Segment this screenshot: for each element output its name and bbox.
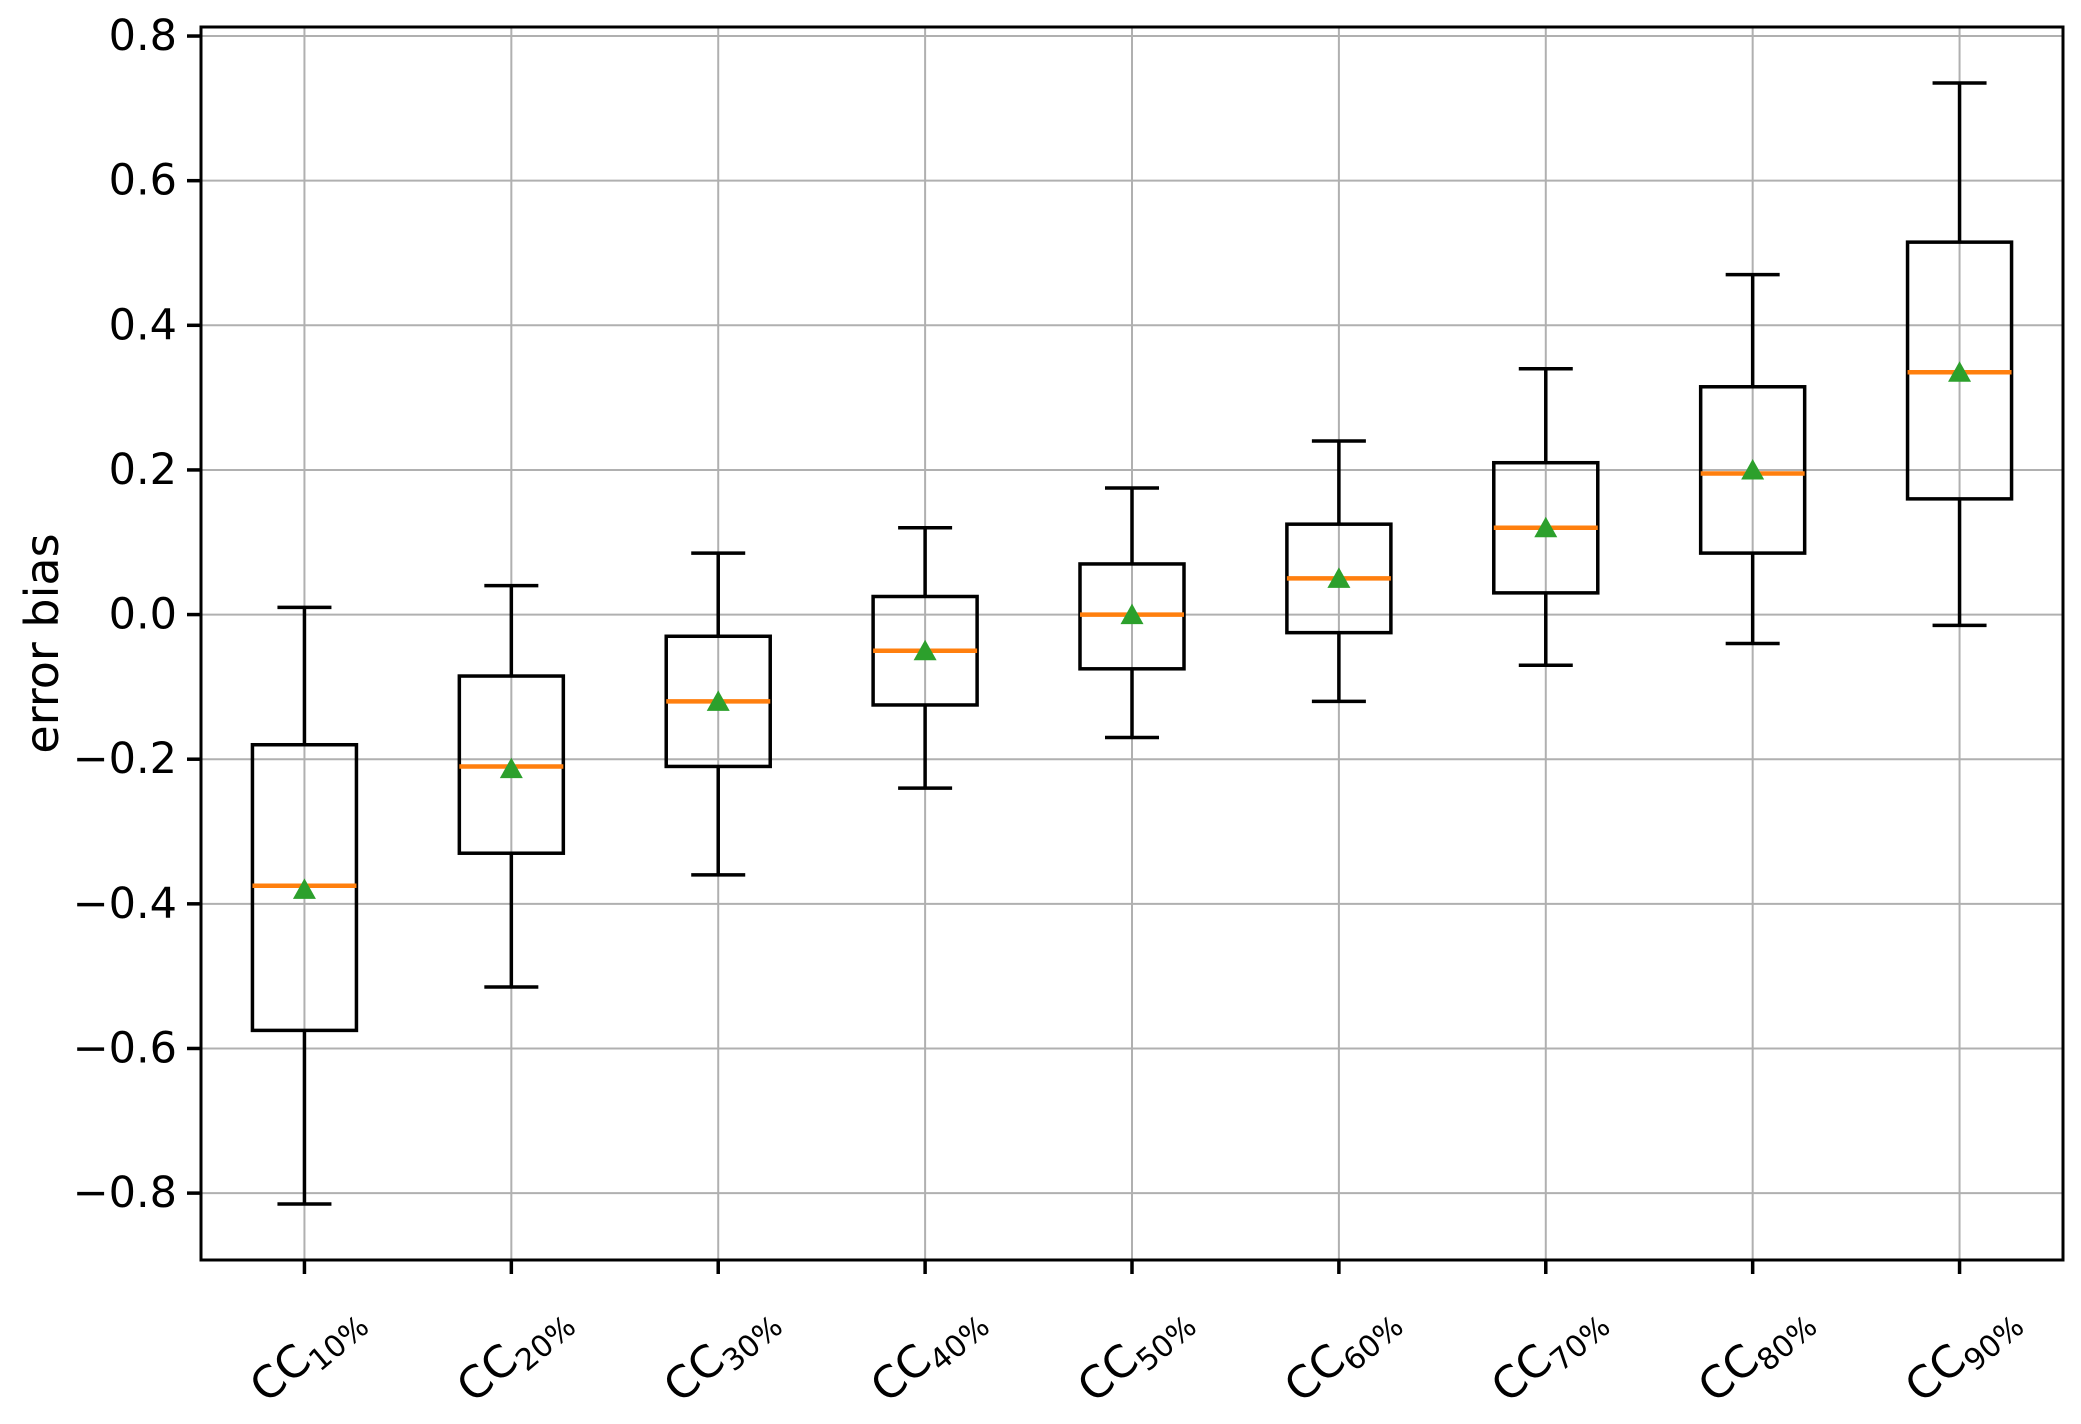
y-tick-label: −0.4 <box>73 879 177 929</box>
y-tick-label: −0.6 <box>73 1023 177 1073</box>
mean-marker <box>913 639 937 661</box>
y-tick-label: 0.2 <box>109 445 177 495</box>
mean-marker <box>706 690 730 711</box>
mean-marker <box>292 878 316 899</box>
iqr-box <box>1698 385 1807 555</box>
mean-marker <box>1741 458 1765 480</box>
y-tick-label: 0.8 <box>109 11 177 61</box>
mean-marker <box>499 757 523 779</box>
mean-marker <box>1948 361 1972 382</box>
y-tick-label: 0.0 <box>109 590 177 640</box>
y-tick-label: 0.4 <box>109 300 177 350</box>
y-tick-label: 0.6 <box>109 156 177 206</box>
y-tick-label: −0.8 <box>73 1168 177 1218</box>
y-axis-label: error bias <box>15 533 69 753</box>
mean-marker <box>1120 603 1144 625</box>
y-tick-label: −0.2 <box>73 734 177 784</box>
mean-marker <box>1327 567 1351 588</box>
mean-marker <box>1534 516 1558 538</box>
